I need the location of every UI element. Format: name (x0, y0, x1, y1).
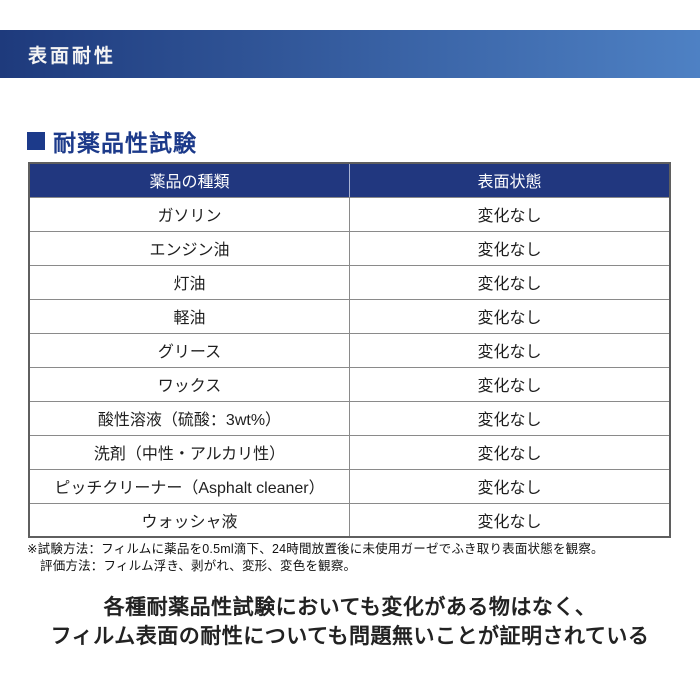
section-bullet-icon (27, 132, 45, 150)
chemical-name-cell: ワックス (28, 366, 350, 402)
surface-state-cell: 変化なし (349, 298, 671, 334)
chemical-name-cell: グリース (28, 332, 350, 368)
page-title: 表面耐性 (28, 45, 117, 67)
surface-state-cell: 変化なし (349, 366, 671, 402)
surface-state-cell: 変化なし (349, 434, 671, 470)
chemical-name-cell: 灯油 (28, 264, 350, 300)
surface-state-cell: 変化なし (349, 264, 671, 300)
evaluation-method-note: 評価方法：フィルム浮き、剥がれ、変形、変色を観察。 (40, 559, 357, 573)
table-row: 洗剤（中性・アルカリ性） 変化なし (28, 434, 671, 470)
surface-state-cell: 変化なし (349, 468, 671, 504)
table-row: ガソリン 変化なし (28, 196, 671, 232)
table-row: ウォッシャ液 変化なし (28, 502, 671, 538)
chemical-resistance-table: 薬品の種類 表面状態 ガソリン 変化なし エンジン油 変化なし 灯油 変化なし 軽油 変化なし… (28, 162, 671, 538)
notes: ※試験方法：フィルムに薬品を0.5ml滴下、24時間放置後に未使用ガーゼでふき取… (27, 541, 604, 575)
chemical-name-cell: エンジン油 (28, 230, 350, 266)
column-header-surface-state: 表面状態 (349, 163, 670, 198)
chemical-name-cell: ガソリン (28, 196, 350, 232)
table-row: ピッチクリーナー（Asphalt cleaner） 変化なし (28, 468, 671, 504)
chemical-name-cell: ピッチクリーナー（Asphalt cleaner） (28, 468, 350, 504)
surface-state-cell: 変化なし (349, 502, 671, 538)
column-header-chemical-type: 薬品の種類 (29, 163, 350, 198)
conclusion-text: 各種耐薬品性試験においても変化がある物はなく、 フィルム表面の耐性についても問題… (0, 593, 700, 651)
chemical-name-cell: ウォッシャ液 (28, 502, 350, 538)
table-header-row: 薬品の種類 表面状態 (29, 163, 670, 198)
table-row: 酸性溶液（硫酸：3wt%） 変化なし (28, 400, 671, 436)
chemical-name-cell: 軽油 (28, 298, 350, 334)
table-body: ガソリン 変化なし エンジン油 変化なし 灯油 変化なし 軽油 変化なし グリース 変化なし ワック… (28, 196, 671, 538)
surface-state-cell: 変化なし (349, 400, 671, 436)
table-row: エンジン油 変化なし (28, 230, 671, 266)
conclusion-line-2: フィルム表面の耐性についても問題無いことが証明されている (50, 625, 650, 648)
header-bar: 表面耐性 (0, 30, 700, 78)
conclusion-line-1: 各種耐薬品性試験においても変化がある物はなく、 (103, 596, 597, 619)
table-row: 軽油 変化なし (28, 298, 671, 334)
chemical-name-cell: 酸性溶液（硫酸：3wt%） (28, 400, 350, 436)
chemical-name-cell: 洗剤（中性・アルカリ性） (28, 434, 350, 470)
table-row: 灯油 変化なし (28, 264, 671, 300)
surface-state-cell: 変化なし (349, 196, 671, 232)
surface-state-cell: 変化なし (349, 230, 671, 266)
test-method-note: ※試験方法：フィルムに薬品を0.5ml滴下、24時間放置後に未使用ガーゼでふき取… (27, 542, 604, 556)
table-row: ワックス 変化なし (28, 366, 671, 402)
surface-state-cell: 変化なし (349, 332, 671, 368)
table-row: グリース 変化なし (28, 332, 671, 368)
section-title-label: 耐薬品性試験 (53, 130, 197, 156)
section-title: 耐薬品性試験 (27, 124, 197, 158)
